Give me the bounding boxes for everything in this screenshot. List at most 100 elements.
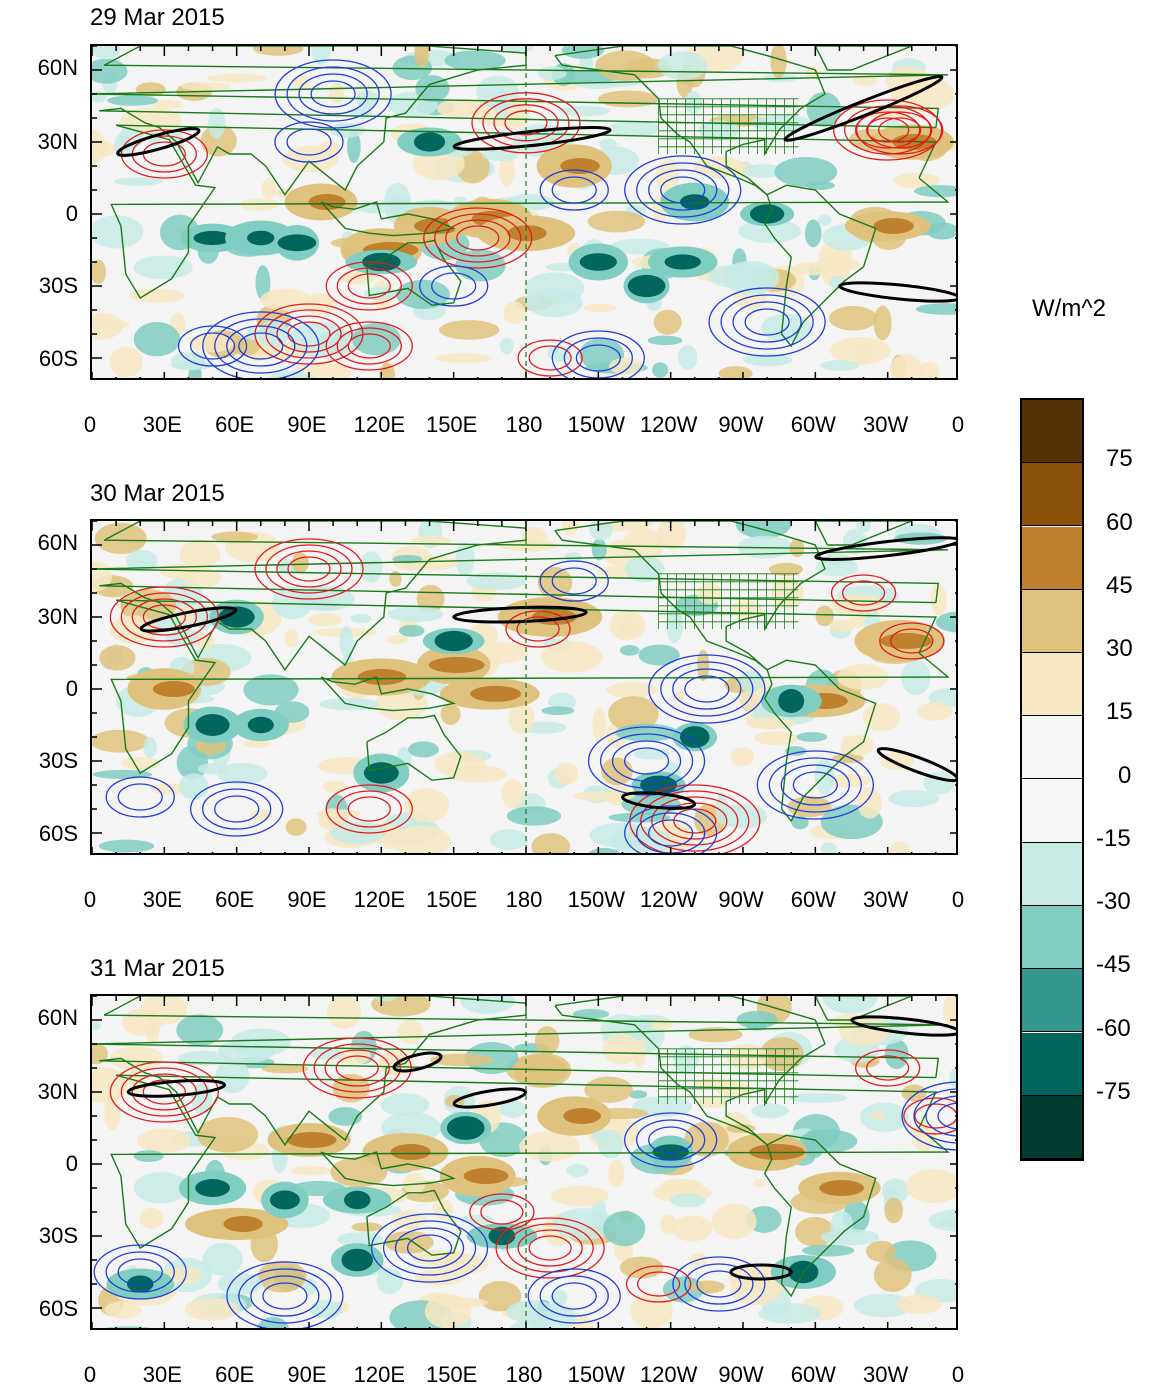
colorbar-label: 0 [1118,761,1132,789]
anomaly-patch [751,1103,789,1119]
positive-contour [516,616,560,642]
negative-contour [624,155,742,225]
negative-contour [551,567,597,595]
lon-tick-label: 120W [639,887,698,912]
anomaly-patch [884,1197,904,1224]
negative-contour [660,176,706,204]
positive-contour [325,261,413,311]
positive-contour [347,273,391,299]
anomaly-patch [92,1043,108,1065]
positive-contour [302,1037,412,1099]
negative-contour [419,265,489,307]
anomaly-patch [386,635,408,645]
colorbar-label: 60 [1106,508,1133,536]
coastline [554,996,826,1146]
positive-contour [265,544,353,594]
jet-contour [452,1087,528,1109]
anomaly-patch [291,1165,331,1176]
negative-contour [672,668,742,710]
lat-tick-label: 30N [37,1079,78,1104]
anomaly-patch [374,996,397,1002]
negative-contour [648,1126,694,1154]
anomaly-patch [261,1064,309,1074]
colorbar-label: -15 [1096,824,1131,852]
lat-tick-label: 30N [37,129,78,154]
anomaly-patch [745,717,796,730]
negative-anomaly [218,606,255,628]
anomaly-patch [197,1116,259,1153]
anomaly-patch [774,156,838,187]
positive-contour [325,321,413,371]
negative-contour [310,80,356,108]
map-panel-1 [90,44,958,380]
lon-tick-label: 0 [951,887,965,912]
colorbar-swatch [1022,1095,1082,1159]
anomaly-patch [889,354,923,378]
positive-contour [347,333,391,359]
anomaly-patch [817,214,832,226]
negative-contour [587,726,706,796]
negative-contour [636,162,730,218]
anomaly-patch [815,605,834,627]
anomaly-patch [610,826,672,853]
anomaly-patch [293,74,311,90]
lat-tick-label: 0 [65,1151,78,1176]
positive-contour [903,1097,956,1135]
lon-tick-label: 60E [215,887,255,912]
negative-anomaly [652,1144,689,1160]
anomaly-patch [630,1293,674,1328]
negative-anomaly [269,1190,300,1210]
anomaly-patch [791,815,809,830]
anomaly-patch [188,333,235,353]
anomaly-patch [930,584,947,616]
anomaly-patch [184,1298,239,1321]
anomaly-patch [619,644,640,656]
positive-contour [505,610,571,648]
anomaly-patch [440,703,461,725]
anomaly-patch [303,293,337,315]
positive-contour [434,213,522,263]
anomaly-patch [589,521,613,541]
lon-tick-label: 120E [353,887,406,912]
positive-contour [336,790,402,828]
lon-tick-label: 180 [505,887,543,912]
anomaly-patch [707,264,772,289]
negative-anomaly [446,1116,485,1140]
anomaly-patch [830,1210,854,1241]
negative-contour [623,747,670,775]
jet-contour [452,605,588,624]
negative-anomaly [627,274,666,298]
anomaly-patch [434,353,492,364]
coastline [554,521,826,671]
coastline [92,996,948,1147]
anomaly-patch [308,612,343,627]
anomaly-patch [888,790,939,808]
positive-contour [517,339,583,377]
lon-tick-label: 150E [425,412,478,437]
negative-contour [624,805,718,853]
negative-anomaly [193,230,232,246]
anomaly-patch [415,75,450,103]
anomaly-patch [455,249,506,282]
anomaly-patch [257,320,289,348]
positive-contour [480,1199,524,1225]
lon-tick-label: 180 [505,1362,543,1387]
anomaly-patch [599,138,618,150]
anomaly-patch [92,319,130,331]
panel-title: 31 Mar 2015 [90,955,225,982]
negative-contour [250,1275,320,1317]
colorbar-swatch [1022,779,1082,843]
anomaly-patch [657,51,708,80]
anomaly-patch [669,1192,706,1208]
colorbar-units: W/m^2 [1032,295,1106,322]
colorbar-label: 75 [1106,445,1133,473]
anomaly-patch [499,154,515,187]
positive-contour [445,219,511,257]
anomaly-patch [619,1256,664,1279]
anomaly-patch [608,357,644,375]
lon-tick-label: 0 [951,1362,965,1387]
anomaly-patch [195,632,215,651]
anomaly-patch [94,522,147,554]
anomaly-patch [460,996,515,1014]
anomaly-patch [587,210,646,233]
